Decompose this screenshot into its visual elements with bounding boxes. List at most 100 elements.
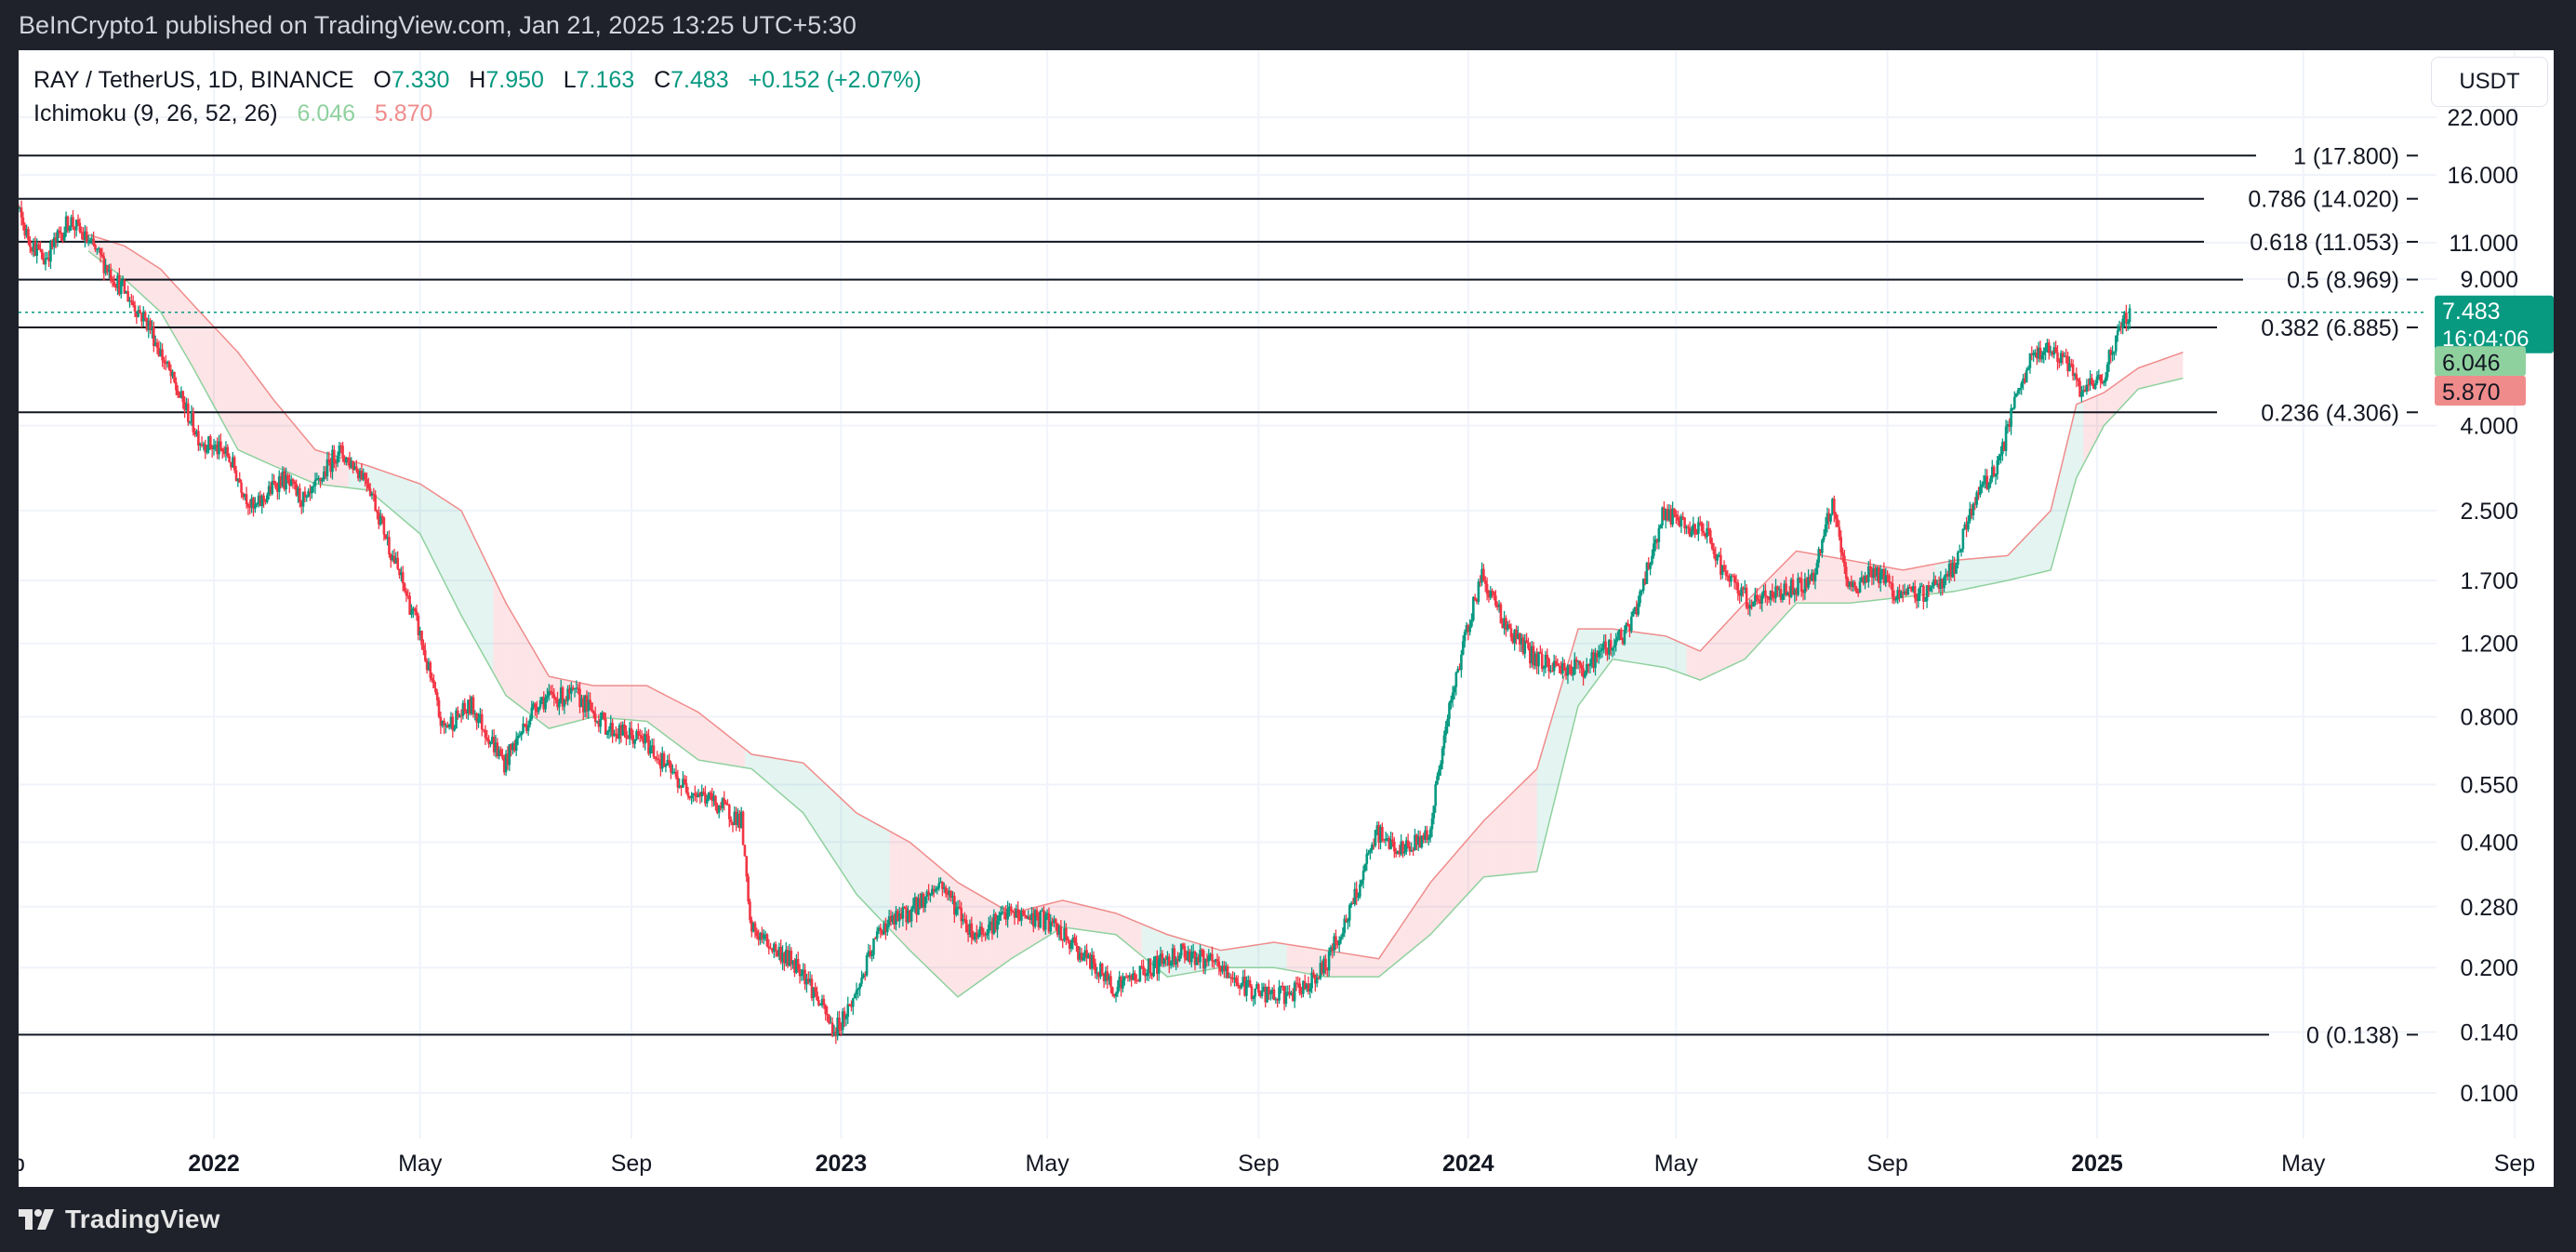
candle-body (2075, 373, 2078, 380)
currency-button[interactable]: USDT (2431, 57, 2548, 107)
candle-body (846, 1004, 850, 1018)
candle-body (1367, 852, 1370, 854)
candle-body (114, 286, 117, 288)
chart-panel[interactable]: 1 (17.800) 0.786 (14.020) 0.618 (11.053) 0.… (0, 50, 2554, 1187)
candle-body (508, 744, 511, 766)
candle-body (228, 456, 231, 462)
candle-body (1680, 516, 1683, 526)
candle-body (46, 258, 49, 260)
cloud-segment (1470, 828, 1478, 892)
candle-body (788, 950, 791, 966)
candle-body (1561, 662, 1564, 673)
tradingview-logo-icon (19, 1209, 54, 1230)
candle-body (197, 431, 200, 446)
candle-body (1507, 624, 1511, 629)
candle-body (477, 718, 480, 724)
candle-body (1734, 582, 1738, 584)
candle-body (1525, 640, 1528, 644)
cloud-segment (836, 793, 843, 874)
candle-body (1549, 670, 1552, 672)
candle-body (1418, 836, 1422, 848)
candle-body (885, 925, 889, 933)
candle-body (1257, 984, 1260, 993)
candle-body (534, 703, 537, 709)
candle-body (662, 753, 666, 767)
candle-body (717, 806, 721, 814)
candle-body (931, 888, 934, 895)
cloud-segment (705, 717, 712, 763)
candle-body (390, 553, 392, 561)
candle-body (1355, 888, 1358, 898)
candle-body (1325, 968, 1329, 971)
candle-body (502, 758, 506, 773)
candle-body (546, 695, 549, 699)
candle-body (911, 905, 915, 910)
candle-body (1142, 966, 1145, 976)
candle-body (139, 310, 141, 313)
candle-body (1374, 830, 1377, 846)
candle-body (439, 716, 443, 726)
cloud-segment (2083, 398, 2091, 465)
candle-body (1707, 527, 1710, 531)
fib-level-label: 0.382 (6.885) (2261, 315, 2399, 341)
symbol-label[interactable]: RAY / TetherUS, 1D, BINANCE (33, 67, 354, 93)
candle-body (1730, 575, 1733, 582)
cloud-segment (2170, 354, 2177, 381)
candle-body (779, 946, 783, 963)
candle-body (1359, 884, 1361, 898)
candle-body (245, 494, 248, 505)
cloud-segment (1109, 912, 1117, 935)
candle-body (2030, 353, 2034, 355)
candle-body (642, 739, 645, 744)
cloud-segment (1352, 954, 1360, 978)
candle-body (1188, 951, 1191, 963)
candle-body (1629, 616, 1633, 632)
candle-body (1889, 582, 1892, 584)
cloud-segment (1359, 955, 1366, 978)
candle-body (1870, 569, 1874, 579)
candle-body (1517, 633, 1520, 639)
candle-body (315, 478, 319, 480)
candle-body (412, 608, 415, 611)
candle-body (644, 734, 647, 744)
cloud-segment (1424, 882, 1431, 940)
cloud-segment (1254, 944, 1261, 968)
candle-body (790, 950, 793, 965)
candle-body (946, 893, 949, 896)
price-chart[interactable]: 1 (17.800)0.786 (14.020)0.618 (11.053)0.… (0, 50, 2554, 1187)
cloud-segment (2138, 366, 2145, 390)
change-value: +0.152 (+2.07%) (748, 67, 922, 93)
candle-body (1597, 650, 1600, 658)
candle-body (1537, 651, 1540, 667)
candle-body (1745, 587, 1748, 608)
candle-body (157, 348, 161, 356)
candle-body (56, 230, 60, 241)
cloud-segment (1544, 722, 1551, 845)
candle-body (1375, 825, 1379, 831)
candle-body (1700, 522, 1704, 531)
candle-body (1532, 646, 1535, 666)
candle-body (1786, 593, 1789, 595)
cloud-segment (1974, 557, 1982, 588)
candle-body (1317, 978, 1321, 979)
cloud-segment (473, 537, 481, 650)
candle-body (1319, 963, 1322, 979)
tradingview-logo[interactable]: TradingView (19, 1205, 220, 1233)
candle-body (896, 911, 899, 922)
candle-body (714, 795, 717, 806)
candle-body (468, 699, 471, 714)
candle-body (1738, 593, 1741, 596)
candle-body (238, 478, 242, 483)
cloud-segment (1411, 901, 1418, 951)
candle-body (1760, 595, 1764, 604)
candle-body (2104, 377, 2107, 382)
candle-body (577, 687, 579, 689)
cloud-segment (718, 727, 725, 765)
candle-body (1580, 665, 1584, 669)
candle-body (587, 699, 591, 712)
candle-body (1967, 521, 1970, 530)
indicator-name[interactable]: Ichimoku (9, 26, 52, 26) (33, 100, 278, 127)
cloud-segment (2022, 533, 2030, 578)
y-tick-label: 22.000 (2448, 105, 2518, 131)
indicator-row[interactable]: Ichimoku (9, 26, 52, 26) 6.046 5.870 (33, 97, 922, 130)
